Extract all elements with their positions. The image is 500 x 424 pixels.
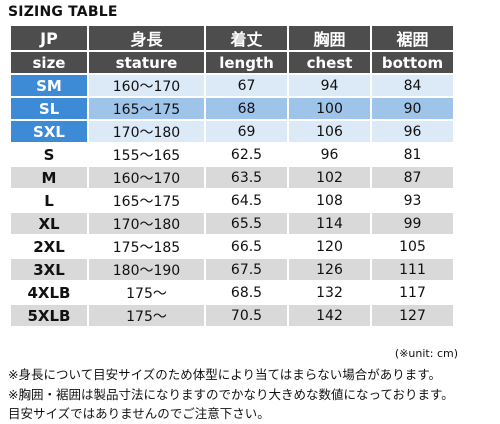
bottom-cell: 87 [370, 165, 455, 190]
header-chest: chest [287, 50, 372, 75]
chest-cell: 106 [287, 119, 372, 144]
stature-cell: 175〜 [87, 280, 206, 305]
length-cell: 67.5 [204, 257, 289, 282]
table-row: XL 170〜180 65.5 114 99 [9, 211, 455, 236]
table-row: L 165〜175 64.5 108 93 [9, 188, 455, 213]
bottom-cell: 96 [370, 119, 455, 144]
size-cell: 5XLB [9, 303, 89, 328]
length-cell: 66.5 [204, 234, 289, 259]
bottom-cell: 81 [370, 142, 455, 167]
bottom-cell: 117 [370, 280, 455, 305]
table-row: SL 165〜175 68 100 90 [9, 96, 455, 121]
chest-cell: 94 [287, 73, 372, 98]
bottom-cell: 111 [370, 257, 455, 282]
table-row: M 160〜170 63.5 102 87 [9, 165, 455, 190]
table-row: SM 160〜170 67 94 84 [9, 73, 455, 98]
chest-cell: 100 [287, 96, 372, 121]
unit-note: (※unit: cm) [394, 347, 458, 360]
chest-cell: 132 [287, 280, 372, 305]
header-jp: JP [9, 24, 89, 52]
stature-cell: 180〜190 [87, 257, 206, 282]
table-row: 4XLB 175〜 68.5 132 117 [9, 280, 455, 305]
stature-cell: 170〜180 [87, 119, 206, 144]
header-stature: stature [87, 50, 206, 75]
table-body: SM 160〜170 67 94 84 SL 165〜175 68 100 90… [9, 73, 455, 328]
chest-cell: 108 [287, 188, 372, 213]
size-cell: M [9, 165, 89, 190]
header-size: size [9, 50, 89, 75]
chest-cell: 126 [287, 257, 372, 282]
size-cell: SM [9, 73, 89, 98]
bottom-cell: 99 [370, 211, 455, 236]
size-cell: 2XL [9, 234, 89, 259]
stature-cell: 175〜 [87, 303, 206, 328]
table-row: 5XLB 175〜 70.5 142 127 [9, 303, 455, 328]
chest-cell: 142 [287, 303, 372, 328]
length-cell: 67 [204, 73, 289, 98]
table-row: 2XL 175〜185 66.5 120 105 [9, 234, 455, 259]
chest-cell: 114 [287, 211, 372, 236]
length-cell: 64.5 [204, 188, 289, 213]
stature-cell: 165〜175 [87, 188, 206, 213]
stature-cell: 155〜165 [87, 142, 206, 167]
sizing-table: JP 身長 着丈 胸囲 裾囲 size stature length chest… [9, 24, 455, 328]
table-header: JP 身長 着丈 胸囲 裾囲 size stature length chest… [9, 24, 455, 75]
bottom-cell: 93 [370, 188, 455, 213]
chest-cell: 96 [287, 142, 372, 167]
size-cell: XL [9, 211, 89, 236]
stature-cell: 170〜180 [87, 211, 206, 236]
length-cell: 62.5 [204, 142, 289, 167]
length-cell: 69 [204, 119, 289, 144]
size-cell: SXL [9, 119, 89, 144]
length-cell: 68 [204, 96, 289, 121]
header-bottom-jp: 裾囲 [370, 24, 455, 52]
table-row: SXL 170〜180 69 106 96 [9, 119, 455, 144]
chest-cell: 102 [287, 165, 372, 190]
stature-cell: 175〜185 [87, 234, 206, 259]
header-chest-jp: 胸囲 [287, 24, 372, 52]
size-cell: S [9, 142, 89, 167]
size-cell: SL [9, 96, 89, 121]
stature-cell: 160〜170 [87, 73, 206, 98]
length-cell: 68.5 [204, 280, 289, 305]
stature-cell: 160〜170 [87, 165, 206, 190]
length-cell: 65.5 [204, 211, 289, 236]
measurement-disclaimer: ※胸囲・裾囲は製品寸法になりますのでかなり大きめな数値になっております。 [8, 387, 454, 402]
sizing-table-title: SIZING TABLE [8, 4, 118, 20]
size-caution: 目安サイズではありませんのでご注意下さい。 [8, 406, 270, 421]
stature-cell: 165〜175 [87, 96, 206, 121]
bottom-cell: 105 [370, 234, 455, 259]
length-cell: 70.5 [204, 303, 289, 328]
bottom-cell: 127 [370, 303, 455, 328]
header-length: length [204, 50, 289, 75]
size-cell: L [9, 188, 89, 213]
header-bottom: bottom [370, 50, 455, 75]
header-stature-jp: 身長 [87, 24, 206, 52]
bottom-cell: 90 [370, 96, 455, 121]
chest-cell: 120 [287, 234, 372, 259]
size-cell: 4XLB [9, 280, 89, 305]
size-cell: 3XL [9, 257, 89, 282]
table-row: S 155〜165 62.5 96 81 [9, 142, 455, 167]
header-length-jp: 着丈 [204, 24, 289, 52]
bottom-cell: 84 [370, 73, 455, 98]
length-cell: 63.5 [204, 165, 289, 190]
table-row: 3XL 180〜190 67.5 126 111 [9, 257, 455, 282]
stature-disclaimer: ※身長について目安サイズのため体型により当てはまらない場合があります。 [8, 367, 441, 382]
